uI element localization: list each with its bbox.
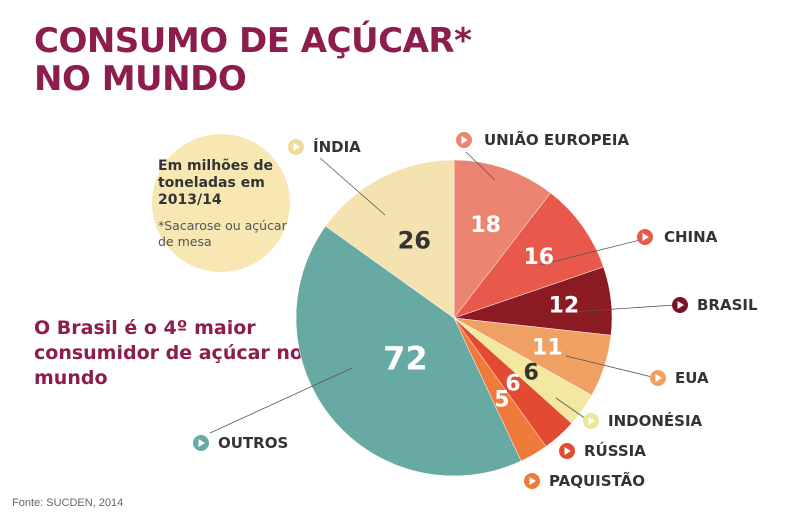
- slice-label-3: EUA: [675, 369, 709, 387]
- leader-lines: [209, 151, 676, 434]
- play-icon: [564, 447, 571, 455]
- play-icon: [677, 301, 684, 309]
- play-icon: [293, 143, 300, 151]
- slice-label-6: PAQUISTÃO: [549, 471, 645, 490]
- slice-value-1: 16: [523, 245, 554, 270]
- slice-value-8: 26: [398, 227, 431, 255]
- slice-value-5: 6: [505, 371, 520, 396]
- slice-value-2: 12: [549, 293, 580, 318]
- leader-line-4: [555, 397, 587, 420]
- pie-slices: [295, 159, 613, 477]
- pie-slice-8: [325, 159, 455, 319]
- play-icon: [588, 417, 595, 425]
- title-line-2: NO MUNDO: [34, 59, 247, 99]
- slice-label-4: INDONÉSIA: [608, 411, 703, 430]
- slice-value-7: 72: [383, 339, 428, 377]
- leader-line-3: [565, 355, 653, 378]
- unit-note: Em milhões de toneladas em 2013/14: [158, 158, 274, 208]
- title-line-1: CONSUMO DE AÇÚCAR*: [34, 21, 472, 61]
- slice-value-3: 11: [532, 335, 563, 360]
- leader-line-2: [569, 304, 676, 313]
- play-icon: [461, 136, 468, 144]
- slice-label-5: RÚSSIA: [584, 441, 646, 460]
- pie-slice-0: [453, 159, 551, 319]
- unit-note-circle: [152, 134, 290, 272]
- leader-line-0: [465, 151, 496, 181]
- slice-value-6: 5: [494, 387, 509, 412]
- sugar-footnote: *Sacarose ou açúcar de mesa: [158, 218, 287, 249]
- slice-value-4: 6: [523, 361, 538, 386]
- brazil-highlight: O Brasil é o 4º maior consumidor de açúc…: [34, 317, 303, 389]
- slice-label-2: BRASIL: [697, 296, 758, 314]
- slice-value-0: 18: [470, 213, 501, 238]
- pie-slice-1: [453, 192, 604, 319]
- play-icon: [529, 477, 536, 485]
- play-icon: [655, 374, 662, 382]
- play-icon: [198, 439, 205, 447]
- legend-labels: UNIÃO EUROPEIA CHINA BRASIL EUA INDONÉSIA RÚS…: [193, 130, 758, 490]
- slice-label-7: OUTROS: [218, 434, 288, 452]
- slice-label-8: ÍNDIA: [313, 137, 361, 156]
- slice-label-1: CHINA: [664, 228, 718, 246]
- leader-line-7: [209, 367, 353, 434]
- leader-line-8: [319, 157, 386, 216]
- pie-slice-7: [295, 225, 522, 477]
- leader-line-1: [539, 239, 641, 266]
- slice-label-0: UNIÃO EUROPEIA: [484, 130, 629, 149]
- chart-title: CONSUMO DE AÇÚCAR* NO MUNDO: [34, 21, 472, 99]
- source-note: Fonte: SUCDEN, 2014: [12, 497, 124, 509]
- play-icon: [642, 233, 649, 241]
